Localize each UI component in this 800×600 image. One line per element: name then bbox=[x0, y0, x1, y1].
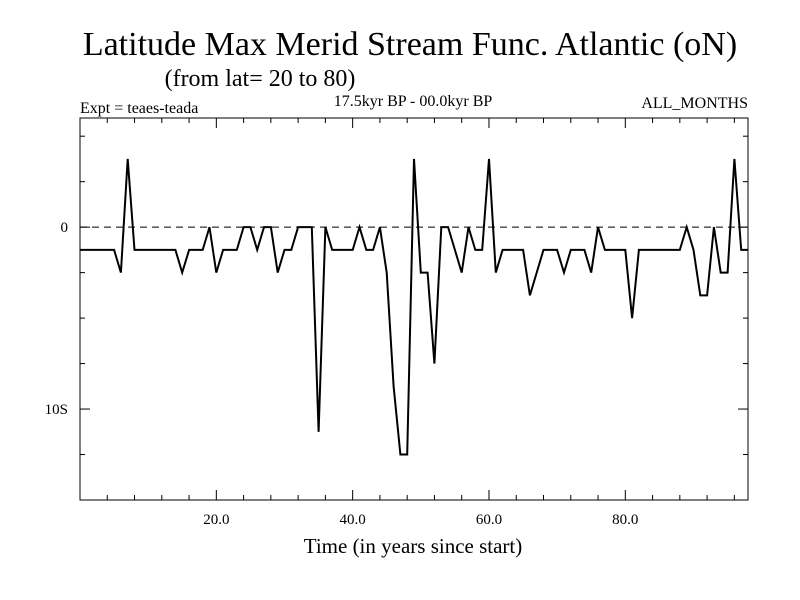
x-tick-label: 20.0 bbox=[203, 512, 229, 528]
chart-title: Latitude Max Merid Stream Func. Atlantic… bbox=[83, 26, 737, 63]
expt-label: Expt = teaes-teada bbox=[80, 100, 198, 117]
plot-frame bbox=[79, 117, 749, 501]
y-tick-label: 10S bbox=[45, 402, 68, 418]
x-axis-label: Time (in years since start) bbox=[304, 534, 523, 558]
y-tick-labels: 0 10S bbox=[45, 220, 68, 418]
x-tick-label: 60.0 bbox=[476, 512, 502, 528]
x-tick-label: 80.0 bbox=[612, 512, 638, 528]
y-tick-label: 0 bbox=[61, 220, 69, 236]
chart-subtitle: (from lat= 20 to 80) bbox=[165, 66, 356, 92]
x-tick-label: 40.0 bbox=[340, 512, 366, 528]
period-label: 17.5kyr BP - 00.0kyr BP bbox=[334, 93, 493, 110]
months-label: ALL_MONTHS bbox=[641, 95, 748, 112]
axis-ticks bbox=[80, 118, 748, 500]
x-tick-labels: 20.0 40.0 60.0 80.0 bbox=[203, 512, 638, 528]
series-line bbox=[80, 158, 748, 456]
